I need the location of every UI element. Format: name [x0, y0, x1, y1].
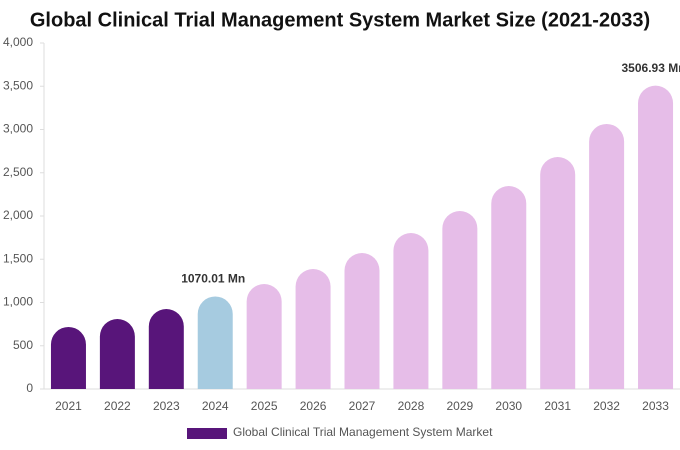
- x-tick-label: 2022: [104, 399, 131, 413]
- x-tick-label: 2030: [495, 399, 522, 413]
- y-tick-label: 3,500: [3, 78, 33, 92]
- x-tick-label: 2024: [202, 399, 229, 413]
- bar: [393, 233, 429, 389]
- x-tick-label: 2021: [55, 399, 82, 413]
- x-tick-label: 2033: [642, 399, 669, 413]
- bar: [491, 185, 527, 389]
- y-tick-label: 0: [26, 381, 33, 395]
- bar: [50, 326, 86, 389]
- x-tick-label: 2028: [398, 399, 425, 413]
- y-tick-label: 3,000: [3, 122, 33, 136]
- x-tick-label: 2026: [300, 399, 327, 413]
- value-label: 1070.01 Mn: [181, 272, 245, 286]
- bar: [638, 85, 674, 389]
- y-tick-label: 500: [13, 338, 33, 352]
- bar: [295, 269, 331, 389]
- bar: [344, 253, 380, 389]
- bar: [197, 296, 233, 389]
- y-tick-label: 2,500: [3, 165, 33, 179]
- y-tick-label: 1,500: [3, 251, 33, 265]
- x-tick-label: 2027: [349, 399, 376, 413]
- bar: [246, 283, 282, 389]
- x-tick-label: 2023: [153, 399, 180, 413]
- bar: [589, 123, 625, 390]
- bar: [148, 308, 184, 389]
- x-tick-label: 2029: [446, 399, 473, 413]
- bar: [540, 157, 576, 389]
- y-tick-label: 2,000: [3, 208, 33, 222]
- x-tick-label: 2025: [251, 399, 278, 413]
- legend-label: Global Clinical Trial Management System …: [233, 425, 493, 439]
- bar: [99, 319, 135, 389]
- x-tick-label: 2032: [593, 399, 620, 413]
- x-tick-label: 2031: [544, 399, 571, 413]
- value-label: 3506.93 Mn: [622, 61, 680, 75]
- legend-swatch: [187, 428, 227, 439]
- chart-title: Global Clinical Trial Management System …: [30, 9, 650, 31]
- y-tick-label: 4,000: [3, 35, 33, 49]
- bar: [442, 210, 478, 389]
- y-tick-label: 1,000: [3, 295, 33, 309]
